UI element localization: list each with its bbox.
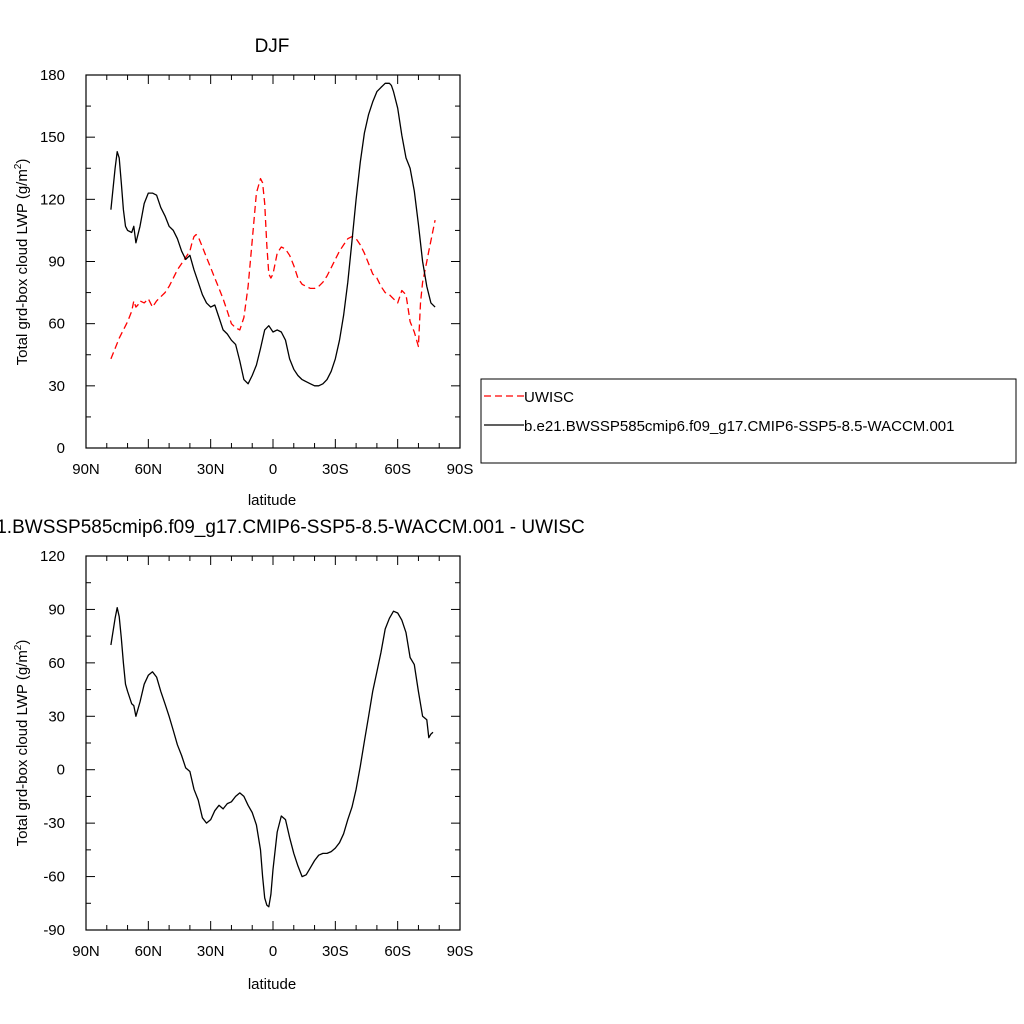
- y-tick-label: 0: [57, 762, 65, 779]
- series-line-diff: [110, 606, 434, 908]
- x-tick-label: 30S: [322, 943, 349, 960]
- y-tick-label: 30: [48, 708, 65, 725]
- x-tick-label: 0: [269, 943, 277, 960]
- chart-title: DJF: [255, 36, 290, 57]
- x-tick-label: 0: [269, 461, 277, 478]
- y-axis-ticks: 0 30 60 90 120 150 180: [40, 67, 460, 457]
- y-tick-label: 180: [40, 67, 65, 84]
- y-tick-label: 60: [48, 316, 65, 333]
- x-tick-label: 60N: [135, 461, 163, 478]
- legend-box: [480, 378, 1017, 464]
- y-tick-label: 60: [48, 655, 65, 672]
- y-axis-label-tail: ): [14, 640, 31, 645]
- y-axis-label: Total grd-box cloud LWP (g/m2): [13, 159, 31, 366]
- x-tick-label: 30N: [197, 943, 225, 960]
- y-axis-label-tail: ): [14, 159, 31, 164]
- y-tick-label: -60: [43, 869, 65, 886]
- top-panel: DJF 0 30 60 90 120 150 180 90N 60N 30N 0 30S 60S 90S…: [13, 36, 1017, 509]
- y-tick-label: 150: [40, 129, 65, 146]
- y-tick-label: 90: [48, 601, 65, 618]
- x-tick-label: 30N: [197, 461, 225, 478]
- y-tick-label: 0: [57, 440, 65, 457]
- x-tick-label: 60S: [384, 943, 411, 960]
- y-tick-label: -90: [43, 922, 65, 939]
- y-axis-ticks: -90 -60 -30 0 30 60 90 120: [40, 548, 460, 939]
- y-tick-label: -30: [43, 815, 65, 832]
- x-axis-label: latitude: [248, 976, 296, 993]
- x-tick-label: 60S: [384, 461, 411, 478]
- y-tick-label: 120: [40, 191, 65, 208]
- y-axis-label-sup: 2: [13, 163, 24, 169]
- bottom-panel: b.e21.BWSSP585cmip6.f09_g17.CMIP6-SSP5-8…: [0, 517, 585, 993]
- y-axis-label-main: Total grd-box cloud LWP (g/m: [14, 650, 31, 846]
- series-group: [110, 82, 436, 387]
- y-axis-label-main: Total grd-box cloud LWP (g/m: [14, 169, 31, 365]
- y-axis-label: Total grd-box cloud LWP (g/m2): [13, 640, 31, 847]
- series-line-b: [110, 82, 436, 387]
- x-tick-label: 60N: [135, 943, 163, 960]
- chart-title: b.e21.BWSSP585cmip6.f09_g17.CMIP6-SSP5-8…: [0, 517, 585, 538]
- x-tick-label: 30S: [322, 461, 349, 478]
- legend-label-model: b.e21.BWSSP585cmip6.f09_g17.CMIP6-SSP5-8…: [524, 418, 954, 435]
- x-axis-ticks: 90N 60N 30N 0 30S 60S 90S: [72, 75, 473, 478]
- x-tick-label: 90S: [447, 943, 474, 960]
- y-tick-label: 30: [48, 378, 65, 395]
- x-tick-label: 90N: [72, 461, 100, 478]
- legend-label-uwisc: UWISC: [524, 389, 574, 406]
- y-axis-label-sup: 2: [13, 644, 24, 650]
- x-axis-ticks: 90N 60N 30N 0 30S 60S 90S: [72, 556, 473, 960]
- x-axis-label: latitude: [248, 492, 296, 509]
- y-tick-label: 120: [40, 548, 65, 565]
- series-group: [110, 606, 434, 908]
- plot-frame: [85, 74, 461, 449]
- series-line-uwisc: [110, 177, 436, 360]
- x-tick-label: 90N: [72, 943, 100, 960]
- y-tick-label: 90: [48, 254, 65, 271]
- x-tick-label: 90S: [447, 461, 474, 478]
- legend: UWISC b.e21.BWSSP585cmip6.f09_g17.CMIP6-…: [480, 378, 1017, 464]
